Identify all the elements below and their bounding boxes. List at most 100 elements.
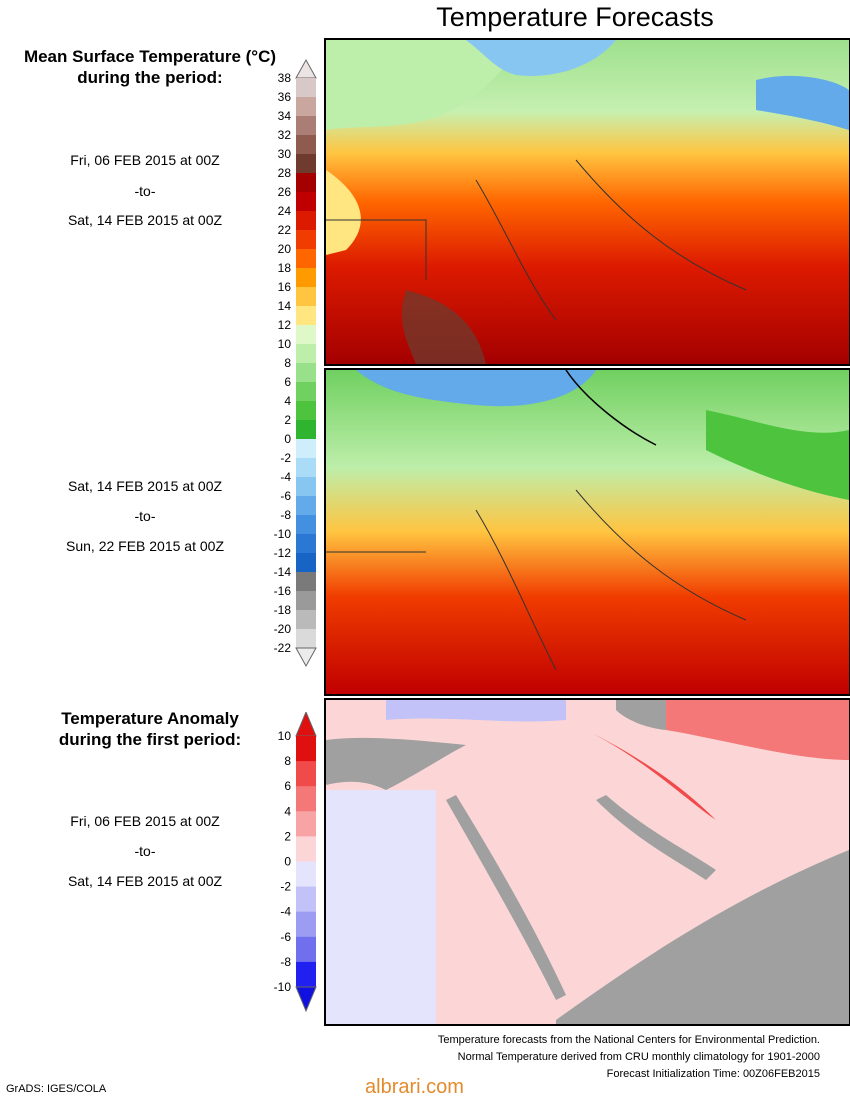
colorbar-tick-label: -18	[274, 603, 292, 617]
colorbar-swatch	[296, 173, 316, 193]
red-sea-mask	[446, 795, 566, 1000]
colorbar-tick-label: 20	[278, 242, 292, 256]
colorbar-bottom-arrow	[295, 647, 317, 668]
colorbar-swatch	[296, 961, 316, 988]
colorbar-swatch	[296, 836, 316, 862]
colorbar-tick-label: -16	[274, 584, 292, 598]
colorbar-tick-label: 28	[278, 166, 292, 180]
colorbar-swatch	[296, 886, 316, 913]
colorbar-tick-label: 8	[284, 754, 291, 768]
hot-highland	[401, 290, 486, 364]
footer-line1: Temperature forecasts from the National …	[437, 1034, 820, 1046]
colorbar-swatch	[296, 249, 316, 269]
red-sea-coast	[475, 179, 557, 321]
colorbar-swatch	[296, 811, 316, 837]
colorbar-tick-label: 2	[284, 413, 291, 427]
colorbar-tick-label: 0	[284, 432, 291, 446]
anomaly-title-line2: during the first period:	[58, 730, 242, 749]
cold-zone	[466, 40, 616, 76]
colorbar-swatch	[296, 211, 316, 231]
colorbar-tick-label: 14	[278, 299, 292, 313]
colorbar-tick-label: 0	[284, 855, 291, 869]
grads-credit: GrADS: IGES/COLA	[6, 1083, 107, 1095]
colorbar-swatch	[296, 515, 316, 535]
colorbar-tick-label: -10	[274, 980, 292, 994]
caspian-coast	[565, 370, 657, 446]
caspian-mask	[616, 700, 666, 730]
red-sea-coast-2	[475, 509, 557, 671]
colorbar-swatch	[296, 572, 316, 592]
negative-anomaly-north	[386, 700, 566, 722]
colorbar-swatch	[296, 477, 316, 497]
colorbar-tick-label: 10	[278, 337, 292, 351]
arabian-sea-mask	[556, 850, 849, 1024]
map-panel-anomaly	[324, 698, 850, 1026]
gulf-coast	[575, 159, 747, 291]
colorbar-tick-label: 6	[284, 779, 291, 793]
colorbar-swatch	[296, 382, 316, 402]
anomaly-map-svg	[326, 700, 849, 1024]
colorbar-tick-label: 8	[284, 356, 291, 370]
colorbar-swatch	[296, 420, 316, 440]
anomaly-period-to: -to-	[134, 843, 156, 859]
colorbar-tick-label: 24	[278, 204, 292, 218]
colorbar-tick-label: -14	[274, 565, 292, 579]
anomaly-title-line1: Temperature Anomaly	[61, 709, 239, 728]
period1-end: Sat, 14 FEB 2015 at 00Z	[67, 212, 223, 228]
anomaly-title: Temperature Anomaly during the first per…	[0, 708, 300, 750]
colorbar-top-arrow	[295, 58, 317, 79]
footer-line3: Forecast Initialization Time: 00Z06FEB20…	[606, 1068, 820, 1080]
colorbar-tick-label: -12	[274, 546, 292, 560]
colorbar-swatch	[296, 116, 316, 136]
mean-temp-title-line2: during the period:	[77, 68, 223, 87]
colorbar-tick-label: -6	[280, 489, 291, 503]
colorbar-swatch	[296, 786, 316, 812]
colorbar-tick-label: -8	[280, 508, 291, 522]
colorbar-swatch	[296, 363, 316, 383]
colorbar-swatch	[296, 401, 316, 421]
colorbar-tick-label: -4	[280, 905, 291, 919]
colorbar-tick-label: 38	[278, 71, 292, 85]
colorbar-swatch	[296, 936, 316, 963]
colorbar-swatch	[296, 591, 316, 611]
colorbar-swatch	[296, 78, 316, 98]
colorbar-bottom-arrow	[295, 986, 317, 1013]
period2-start: Sat, 14 FEB 2015 at 00Z	[67, 478, 223, 494]
colorbar-swatch	[296, 553, 316, 573]
colorbar-swatch	[296, 135, 316, 155]
colorbar-tick-label: 10	[278, 729, 292, 743]
map-panel-period1	[324, 38, 850, 366]
colorbar-swatch	[296, 911, 316, 938]
colorbar-top-arrow	[295, 712, 317, 737]
colorbar-swatch	[296, 306, 316, 326]
north-cool-zone	[326, 40, 526, 130]
mean-temp-title-line1: Mean Surface Temperature (°C)	[23, 47, 277, 66]
colorbar-tick-label: -10	[274, 527, 292, 541]
colorbar-tick-label: 4	[284, 804, 291, 818]
colorbar-swatch	[296, 861, 316, 888]
gulf-mask	[596, 795, 716, 880]
colorbar-swatch	[296, 192, 316, 212]
colorbar-swatch	[296, 439, 316, 459]
gulf-coast-2	[575, 489, 747, 621]
colorbar-tick-label: -8	[280, 955, 291, 969]
warm-west	[326, 170, 361, 255]
colorbar-tick-label: -2	[280, 451, 291, 465]
colorbar-swatch	[296, 458, 316, 478]
brand-watermark: albrari.com	[365, 1076, 464, 1098]
colorbar-tick-label: 6	[284, 375, 291, 389]
colorbar-tick-label: 16	[278, 280, 292, 294]
colorbar-swatch	[296, 287, 316, 307]
positive-anomaly-north	[666, 700, 849, 760]
colorbar-tick-label: 18	[278, 261, 292, 275]
anomaly-period-end: Sat, 14 FEB 2015 at 00Z	[67, 873, 223, 889]
colorbar-tick-label: 12	[278, 318, 292, 332]
period1-start: Fri, 06 FEB 2015 at 00Z	[70, 152, 220, 168]
footer-line2: Normal Temperature derived from CRU mont…	[457, 1051, 820, 1063]
cold-zone-2-east	[706, 410, 849, 500]
cold-zone-2	[356, 370, 596, 407]
mean-temp-title: Mean Surface Temperature (°C) during the…	[0, 46, 300, 88]
colorbar-tick-label: 34	[278, 109, 292, 123]
colorbar-tick-label: -22	[274, 641, 292, 655]
colorbar-swatch	[296, 97, 316, 117]
